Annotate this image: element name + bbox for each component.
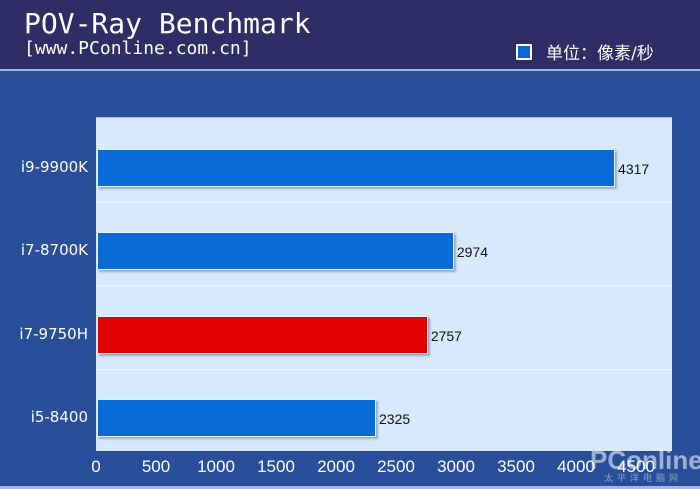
bar-i5-8400 [97,399,376,437]
legend: 单位：像素/秒 [516,39,654,64]
chart-header: POV-Ray Benchmark [www.PConline.com.cn] … [0,0,700,69]
x-tick: 3000 [437,457,475,476]
row-divider [96,369,672,370]
category-label: i7-8700K [20,241,88,259]
watermark-subtext: 太平洋电脑网 [604,474,683,484]
bar-value: 2325 [379,411,411,427]
x-tick: 0 [91,457,101,476]
bar-value: 2757 [430,328,462,344]
chart-title: POV-Ray Benchmark [24,7,311,40]
x-tick: 500 [141,457,171,476]
bar-i9-9900k [97,149,616,187]
category-label: i7-9750H [19,325,88,343]
row-divider [96,285,672,286]
bar-i7-9750h [97,316,428,354]
category-label: i9-9900K [20,158,88,176]
x-tick: 4000 [557,457,595,476]
bar-value: 4317 [618,161,650,177]
legend-swatch-icon [516,43,532,60]
bottom-divider [0,486,700,489]
x-tick: 2500 [377,457,415,476]
row-divider [96,202,672,203]
x-tick: 2000 [317,457,355,476]
x-tick: 4500 [617,457,655,476]
header-divider [0,69,700,71]
chart-subtitle: [www.PConline.com.cn] [24,38,252,59]
x-tick: 3500 [497,457,535,476]
category-label: i5-8400 [30,408,88,426]
x-tick: 1500 [257,457,295,476]
bar-value: 2974 [456,244,489,260]
legend-label: 单位：像素/秒 [546,44,654,64]
plot-area: 4317 2974 2757 2325 [96,117,672,451]
x-tick: 1000 [197,457,235,476]
bar-i7-8700k [97,232,454,270]
watermark-logo: PConline [590,445,700,475]
